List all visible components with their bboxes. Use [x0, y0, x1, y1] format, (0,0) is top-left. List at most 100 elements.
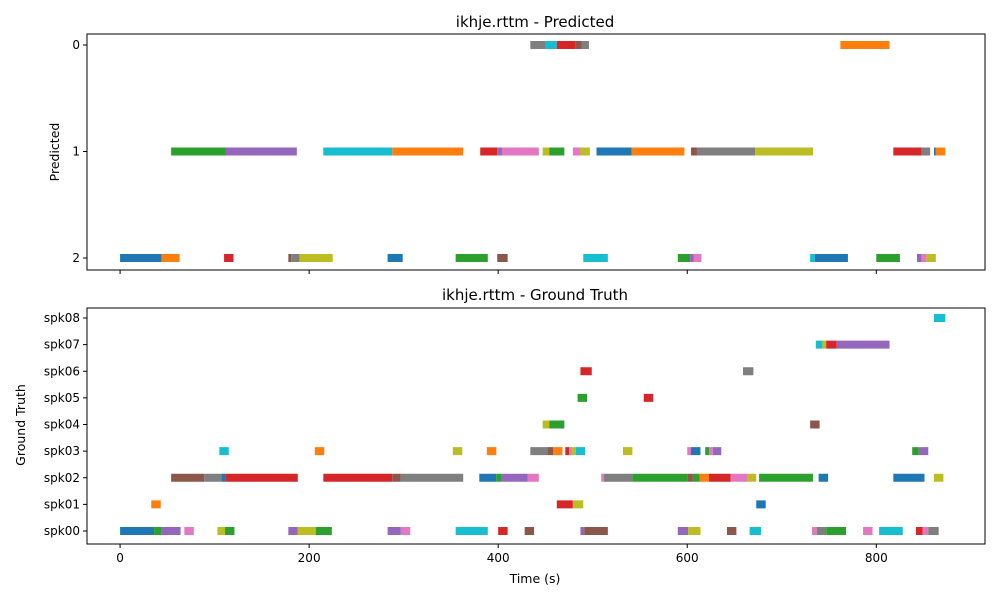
x-tick-label: 600 [676, 551, 699, 565]
ground-truth-ylabel: Ground Truth [13, 384, 28, 466]
speech-segment [486, 447, 497, 456]
speech-segment [480, 147, 498, 156]
speech-segment [387, 254, 403, 262]
predicted-segments [120, 41, 946, 262]
speech-segment [288, 254, 292, 262]
speech-segment [400, 527, 411, 535]
speech-segment [743, 367, 754, 376]
speech-segment [184, 527, 194, 535]
speech-segment [915, 527, 923, 535]
speech-segment [120, 527, 155, 535]
y-tick-label: 2 [72, 251, 80, 265]
speech-segment [496, 473, 502, 482]
speech-segment [527, 473, 539, 482]
speech-segment [571, 447, 576, 456]
speech-segment [705, 447, 709, 456]
speech-segment [315, 527, 332, 535]
ground-truth-segments [120, 314, 946, 535]
speech-segment [580, 147, 590, 156]
speech-segment [693, 254, 702, 262]
speech-segment [575, 447, 586, 456]
speech-segment [601, 473, 605, 482]
speech-segment [810, 420, 820, 429]
speech-segment [696, 147, 756, 156]
speech-segment [553, 447, 563, 456]
speech-segment [400, 473, 464, 482]
speech-segment [596, 147, 632, 156]
predicted-ylabel: Predicted [47, 123, 62, 182]
y-tick-label: spk04 [44, 418, 80, 432]
speech-segment [730, 473, 748, 482]
speech-segment [691, 147, 699, 156]
y-tick-label: spk07 [44, 338, 80, 352]
speech-segment [933, 314, 946, 322]
speech-segment [583, 254, 608, 262]
speech-segment [565, 447, 570, 456]
speech-segment [455, 254, 488, 262]
speech-segment [604, 473, 633, 482]
y-tick-label: spk06 [44, 364, 80, 378]
speech-segment [501, 147, 539, 156]
speech-segment [556, 500, 573, 509]
speech-segment [581, 41, 589, 49]
speech-segment [392, 147, 464, 156]
speech-segment [692, 473, 700, 482]
speech-segment [699, 473, 709, 482]
speech-segment [691, 447, 701, 456]
speech-segment [299, 254, 333, 262]
speech-segment [926, 254, 936, 262]
speech-segment [225, 527, 235, 535]
speech-segment [749, 527, 761, 535]
y-tick-label: spk00 [44, 524, 80, 538]
speech-segment [542, 420, 550, 429]
predicted-title: ikhje.rttm - Predicted [456, 13, 614, 31]
y-tick-label: spk05 [44, 391, 80, 405]
speech-segment [224, 254, 234, 262]
speech-segment [677, 527, 689, 535]
speech-segment [922, 527, 929, 535]
speech-segment [161, 527, 181, 535]
speech-segment [810, 254, 815, 262]
speech-segment [542, 147, 550, 156]
ground-truth-axes-frame [86, 307, 986, 545]
y-tick-label: spk03 [44, 444, 80, 458]
speech-segment [812, 527, 817, 535]
speech-segment [154, 527, 162, 535]
speech-segment [171, 473, 205, 482]
ground-truth-panel: ikhje.rttm - Ground Truth Ground Truth T… [13, 286, 986, 586]
speech-segment [826, 340, 837, 349]
speech-segment [816, 527, 827, 535]
speech-segment [584, 527, 608, 535]
speech-segment [677, 254, 691, 262]
speech-segment [501, 473, 528, 482]
speech-segment [291, 254, 300, 262]
speech-segment [921, 254, 927, 262]
y-tick-label: spk01 [44, 497, 80, 511]
speech-segment [622, 447, 633, 456]
speech-segment [151, 500, 161, 509]
speech-segment [632, 473, 688, 482]
speech-segment [580, 527, 585, 535]
ground-truth-title: ikhje.rttm - Ground Truth [442, 286, 628, 304]
speech-segment [530, 41, 546, 49]
y-tick-label: 0 [72, 38, 80, 52]
speech-segment [756, 500, 766, 509]
speech-segment [387, 527, 401, 535]
speech-segment [524, 527, 535, 535]
x-tick-label: 400 [487, 551, 510, 565]
speech-segment [631, 147, 685, 156]
speech-segment [935, 147, 946, 156]
speech-segment [452, 447, 463, 456]
speech-segment [221, 473, 226, 482]
speech-segment [479, 473, 497, 482]
speech-segment [708, 473, 731, 482]
speech-segment [288, 527, 298, 535]
predicted-panel: ikhje.rttm - Predicted Predicted 2 1 0 [47, 13, 986, 274]
speech-segment [921, 147, 931, 156]
speech-segment [549, 147, 565, 156]
speech-segment [225, 473, 298, 482]
speech-segment [314, 447, 325, 456]
speech-segment [708, 447, 713, 456]
speech-segment [497, 254, 508, 262]
speech-segment [204, 473, 222, 482]
